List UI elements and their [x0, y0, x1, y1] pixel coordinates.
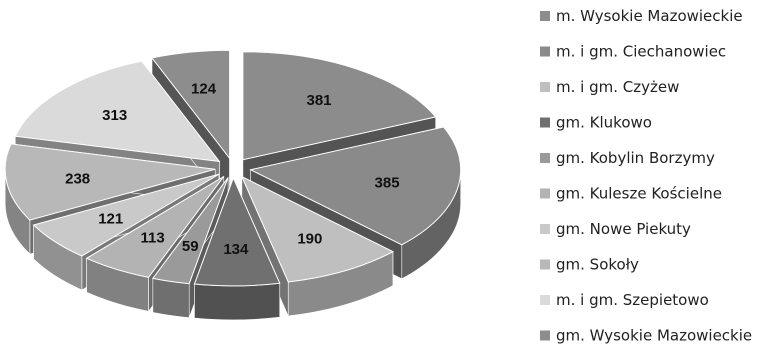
pie-value-label: 381 [307, 92, 332, 109]
pie-value-label: 113 [141, 230, 165, 247]
legend-swatch [540, 188, 550, 199]
pie-value-label: 385 [375, 175, 400, 192]
pie-slice-top [193, 176, 281, 287]
legend-item: m. i gm. Szepietowo [540, 291, 709, 309]
pie-slice-top [249, 126, 462, 246]
legend-swatch [540, 82, 550, 92]
chart-legend: m. Wysokie Mazowieckie m. i gm. Ciechanow… [540, 7, 752, 345]
legend-label: m. i gm. Czyżew [556, 78, 679, 96]
pie-slice-top [242, 51, 437, 161]
legend-label: gm. Klukowo [556, 114, 652, 132]
legend-label: gm. Kobylin Borzymy [556, 149, 715, 167]
pie-slice-top [240, 175, 395, 283]
pie-slice [240, 175, 395, 317]
pie-value-label: 313 [102, 107, 127, 124]
legend-swatch [540, 11, 550, 21]
legend-swatch [540, 295, 550, 305]
legend-item: gm. Kobylin Borzymy [540, 149, 715, 167]
pie-slice-top [151, 49, 231, 160]
legend-swatch [540, 224, 550, 234]
legend-item: gm. Sokoły [540, 256, 639, 274]
legend-swatch [540, 46, 550, 57]
legend-label: gm. Kulesze Kościelne [556, 185, 722, 203]
pie-slice-wall [152, 277, 190, 318]
legend-label: m. Wysokie Mazowieckie [556, 7, 743, 25]
pie-slice-top [32, 173, 220, 257]
legend-label: gm. Nowe Piekuty [556, 220, 691, 238]
pie-slice-top [14, 60, 221, 163]
pie-slices [4, 49, 462, 321]
legend-swatch [540, 259, 550, 270]
legend-swatch [540, 153, 550, 163]
legend-swatch [540, 117, 550, 128]
legend-swatch [540, 330, 550, 341]
pie-slice-top [4, 143, 216, 221]
legend-label: m. i gm. Szepietowo [556, 291, 709, 309]
pie-value-label: 121 [98, 211, 123, 228]
pie-value-label: 190 [297, 231, 322, 248]
pie-value-label: 134 [223, 241, 249, 258]
pie-value-label: 238 [65, 170, 90, 187]
legend-item: m. i gm. Ciechanowiec [540, 43, 726, 61]
pie-value-label: 124 [191, 80, 217, 97]
pie-value-labels: 381 385 190 134 59 113 121 238 313 124 [65, 80, 399, 258]
pie-slice-top [85, 176, 225, 278]
legend-item: gm. Klukowo [540, 114, 652, 132]
pie-value-label: 59 [182, 238, 199, 255]
legend-label: gm. Wysokie Mazowieckie [556, 327, 752, 345]
legend-item: gm. Kulesze Kościelne [540, 185, 722, 203]
pie-slice-wall [194, 282, 281, 321]
legend-item: gm. Nowe Piekuty [540, 220, 691, 238]
pie-slice [193, 176, 281, 321]
legend-item: m. i gm. Czyżew [540, 78, 679, 96]
pie-slice-top [151, 177, 229, 285]
legend-label: m. i gm. Ciechanowiec [556, 43, 726, 61]
legend-item: m. Wysokie Mazowieckie [540, 7, 743, 25]
legend-label: gm. Sokoły [556, 256, 639, 274]
legend-item: gm. Wysokie Mazowieckie [540, 327, 752, 345]
